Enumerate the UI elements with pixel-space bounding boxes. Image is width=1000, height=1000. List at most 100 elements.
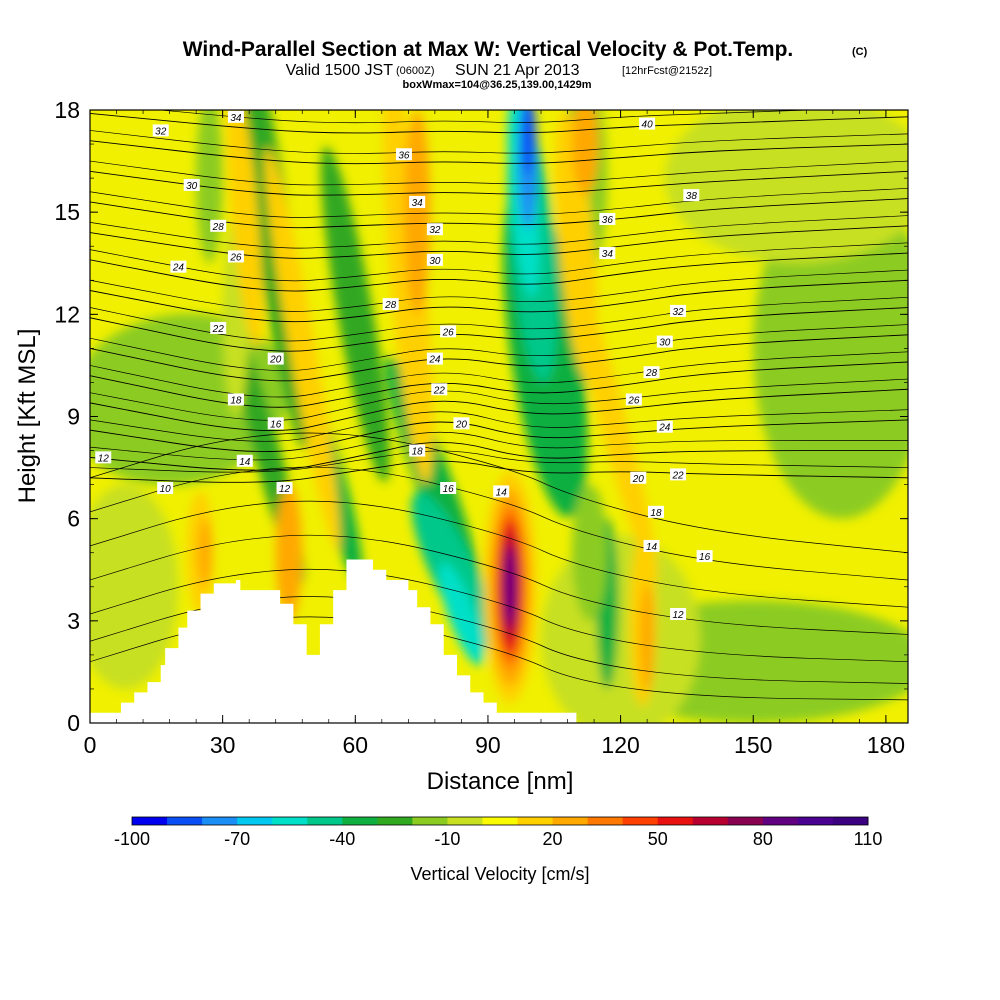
isentrope-label-text: 30 [429,256,441,267]
isentrope-label: 20 [267,352,284,366]
isentrope-line [157,110,819,124]
colorbar-tick-label: -70 [224,829,250,849]
isentrope-label-text: 30 [659,338,671,349]
isentrope-line [90,442,908,471]
isentrope-label-text: 20 [269,355,282,366]
isentrope-label-bg [453,417,470,430]
colorbar-swatch [587,817,624,825]
isentrope-label-text: 16 [270,419,282,430]
isentrope-label-text: 12 [279,484,291,495]
colorbar-swatch [272,817,308,825]
colorbar-tick-label: 110 [854,829,883,849]
isentrope-label-text: 26 [442,327,455,338]
isentrope-line [90,431,908,461]
isentrope-label-bg [409,444,426,457]
isentrope-label-bg [227,250,244,263]
isentrope-label-bg [426,223,443,236]
y-tick-label: 3 [67,608,80,634]
velocity-cell [565,251,658,582]
terrain-mask [90,559,577,723]
x-tick-label: 150 [734,732,772,758]
x-axis-label: Distance [nm] [427,768,574,795]
isentrope-label-bg [625,393,642,406]
isentrope-label-text: 24 [658,423,671,434]
x-tick-label: 120 [601,732,639,758]
isentrope-label: 32 [426,223,443,236]
isentrope-label: 14 [493,485,510,498]
isentrope-label: 30 [183,178,200,192]
x-tick-label: 90 [475,732,501,758]
valid-utc: (0600Z) [396,65,435,77]
isentrope-line [90,215,908,249]
colorbar-swatch [552,817,589,825]
isentrope-label: 26 [440,325,457,338]
isentrope-line [90,334,908,382]
velocity-cell [226,110,263,348]
velocity-cell [438,562,484,666]
isentrope-label: 32 [152,124,169,137]
colorbar-title: Vertical Velocity [cm/s] [410,864,589,884]
box-info: boxWmax=104@36.25,139.00,1429m [403,79,592,91]
isentrope-label: 24 [170,260,187,274]
isentrope-line [90,170,908,196]
isentrope-label: 20 [453,417,470,430]
colorbar-swatch [727,817,764,825]
isentrope-label-bg [630,471,647,484]
y-tick-label: 12 [54,301,80,327]
velocity-cell [664,110,908,264]
isentrope-label: 20 [630,471,647,485]
isentrope-label-bg [170,260,187,273]
colorbar-swatch [482,817,519,825]
isentrope-label-bg [382,298,399,311]
isentrope-label-bg [152,124,169,137]
isentrope-line [90,279,908,323]
colorbar-tick-label: -40 [329,829,355,849]
isentrope-line [90,225,908,259]
isentrope-line [90,568,908,663]
isentrope-label-text: 32 [429,225,441,236]
velocity-cell [640,583,655,693]
isentrope-label-text: 16 [443,484,455,495]
colorbar-swatch [797,817,834,825]
isentrope-label-text: 16 [699,552,711,563]
isentrope-line [90,378,908,421]
isentrope-line [90,534,908,635]
isentrope-label-bg [409,195,426,208]
colorbar-tick-label: -10 [434,829,460,849]
isentrope-label-bg [656,420,673,433]
velocity-cell [403,110,431,315]
isentrope-label: 30 [426,253,443,267]
isentrope-label-text: 14 [239,457,251,468]
isentrope-label-bg [670,608,687,621]
isentrope-label-bg [210,219,227,232]
velocity-cell [571,110,599,196]
chart-title: Wind-Parallel Section at Max W: Vertical… [183,38,794,61]
isentrope-label-text: 20 [455,419,468,430]
isentrope-label-text: 26 [229,252,242,263]
isentrope-label-bg [431,383,448,396]
isentrope-label-text: 32 [673,307,685,318]
isentrope-label-text: 40 [642,120,654,131]
velocity-cell [541,535,701,723]
isentrope-label-text: 12 [673,610,685,621]
x-tick-label: 180 [867,732,905,758]
isentrope-label: 30 [656,335,673,349]
colorbar-frame [131,816,869,826]
isentrope-label: 16 [696,550,713,563]
isentrope-label: 32 [670,304,687,318]
colorbar-swatch [412,817,448,825]
isentrope-label-bg [599,212,616,225]
isentrope-label: 38 [683,189,700,202]
isentrope-label-text: 32 [155,126,167,137]
y-tick-label: 15 [54,199,80,225]
isentrope-label-bg [210,321,227,334]
velocity-cell [520,110,535,175]
x-tick-label: 30 [210,732,236,758]
colorbar-swatch [237,817,273,825]
y-axis-label: Height [Kft MSL] [14,329,41,504]
copyright-mark: (C) [852,46,868,58]
colorbar-swatch [167,817,203,825]
velocity-cell [198,518,212,587]
